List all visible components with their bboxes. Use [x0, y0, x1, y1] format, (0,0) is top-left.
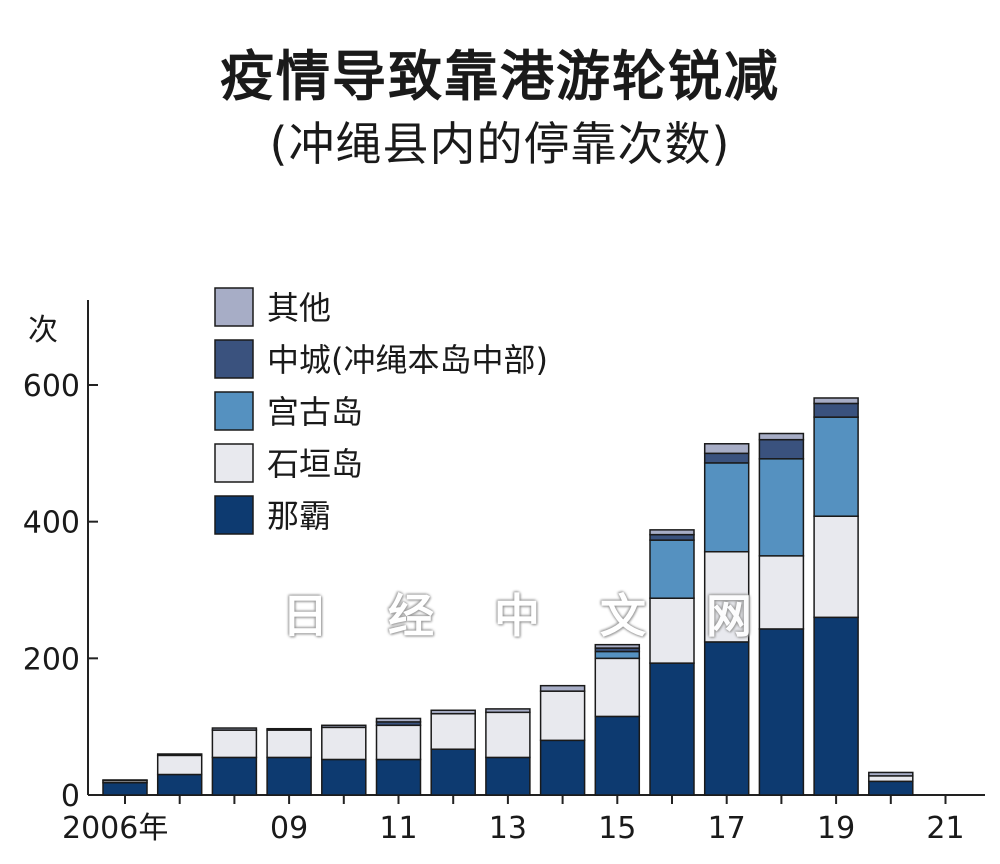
bar-2019-series-2	[813, 416, 859, 517]
bar-2011-series-4	[375, 717, 422, 723]
bar-2016-series-0	[649, 662, 695, 796]
x-tick-label-2019: 19	[817, 811, 855, 846]
bar-2011-series-1	[375, 724, 422, 761]
bar-2015-series-1	[594, 657, 641, 718]
bar-2010-series-0	[321, 758, 367, 796]
x-tick-label-2006: 2006年	[62, 811, 168, 846]
bar-2017-series-3	[703, 452, 750, 464]
bar-2016-series-2	[649, 539, 695, 599]
bar-2019-series-1	[813, 515, 859, 619]
y-tick-label-0: 0	[61, 779, 80, 814]
bar-2011-series-0	[375, 758, 422, 796]
legend-swatch-series-3	[214, 339, 254, 379]
bar-2013-series-4	[485, 708, 531, 714]
bar-2016-series-3	[649, 533, 695, 541]
bar-2007-series-0	[156, 773, 203, 796]
bar-2007-series-1	[156, 754, 203, 776]
bar-2017-series-1	[703, 550, 750, 643]
bar-2009-series-1	[266, 729, 312, 759]
chart-subtitle: (冲绳县内的停靠次数)	[269, 117, 731, 171]
bar-2007-series-4	[156, 753, 203, 757]
y-tick-label-400: 400	[23, 506, 80, 541]
watermark: 日 经 中 文 网	[282, 589, 775, 643]
bar-2014-series-4	[539, 684, 586, 692]
bar-2017-series-2	[703, 462, 750, 553]
legend-label-series-3: 中城(冲绳本岛中部)	[267, 341, 548, 379]
bar-2019-series-0	[813, 616, 859, 796]
x-tick-label-2015: 15	[598, 811, 636, 846]
bar-2013-series-0	[485, 756, 531, 796]
x-tick-label-2021: 21	[926, 811, 964, 846]
bar-2016-series-1	[649, 597, 695, 664]
legend-swatch-series-1	[214, 443, 254, 483]
bar-2008-series-4	[211, 727, 258, 731]
bar-2016-series-4	[649, 529, 695, 536]
bar-2020-series-0	[868, 780, 914, 796]
bar-2009-series-0	[266, 756, 312, 796]
bar-2010-series-1	[321, 726, 367, 761]
bar-2019-series-3	[813, 402, 859, 418]
bar-2012-series-1	[430, 712, 476, 750]
bar-2013-series-1	[485, 711, 531, 759]
y-tick-label-200: 200	[23, 642, 80, 677]
bar-2008-series-1	[211, 729, 258, 759]
legend-label-series-2: 宫古岛	[267, 393, 363, 431]
x-tick-label-2009: 09	[270, 811, 308, 846]
bar-2006-series-0	[102, 781, 148, 796]
legend-swatch-series-0	[214, 495, 254, 535]
bar-2008-series-0	[211, 756, 258, 796]
legend-label-series-1: 石垣岛	[267, 445, 363, 483]
legend-swatch-series-2	[214, 391, 254, 431]
x-tick-label-2013: 13	[489, 811, 527, 846]
bar-2018-series-3	[758, 438, 805, 460]
bar-2018-series-1	[758, 555, 805, 630]
bar-2009-series-4	[266, 727, 312, 731]
bar-2019-series-4	[813, 397, 859, 405]
bar-2018-series-2	[758, 458, 805, 557]
bar-2012-series-4	[430, 709, 476, 715]
bar-2015-series-0	[594, 715, 641, 796]
chart-title: 疫情导致靠港游轮锐减	[220, 45, 780, 108]
bar-2017-series-4	[703, 443, 750, 455]
bar-2015-series-2	[594, 650, 641, 660]
bar-2014-series-0	[539, 739, 586, 796]
bar-2015-series-4	[594, 643, 641, 649]
y-tick-label-600: 600	[23, 369, 80, 404]
legend-label-series-4: 其他	[267, 289, 331, 327]
bar-2014-series-1	[539, 690, 586, 742]
bar-2018-series-0	[758, 628, 805, 796]
legend-label-series-0: 那霸	[267, 497, 331, 535]
bar-2020-series-4	[868, 771, 914, 777]
legend-swatch-series-4	[214, 287, 254, 327]
x-tick-label-2017: 17	[708, 811, 746, 846]
x-tick-label-2011: 11	[379, 811, 417, 846]
bar-2018-series-4	[758, 432, 805, 441]
bar-2010-series-4	[321, 724, 367, 729]
bar-2006-series-4	[102, 779, 148, 782]
bar-2020-series-1	[868, 775, 914, 783]
bar-2012-series-0	[430, 748, 476, 796]
y-axis-unit-label: 次	[28, 313, 58, 348]
bar-2017-series-0	[703, 641, 750, 796]
